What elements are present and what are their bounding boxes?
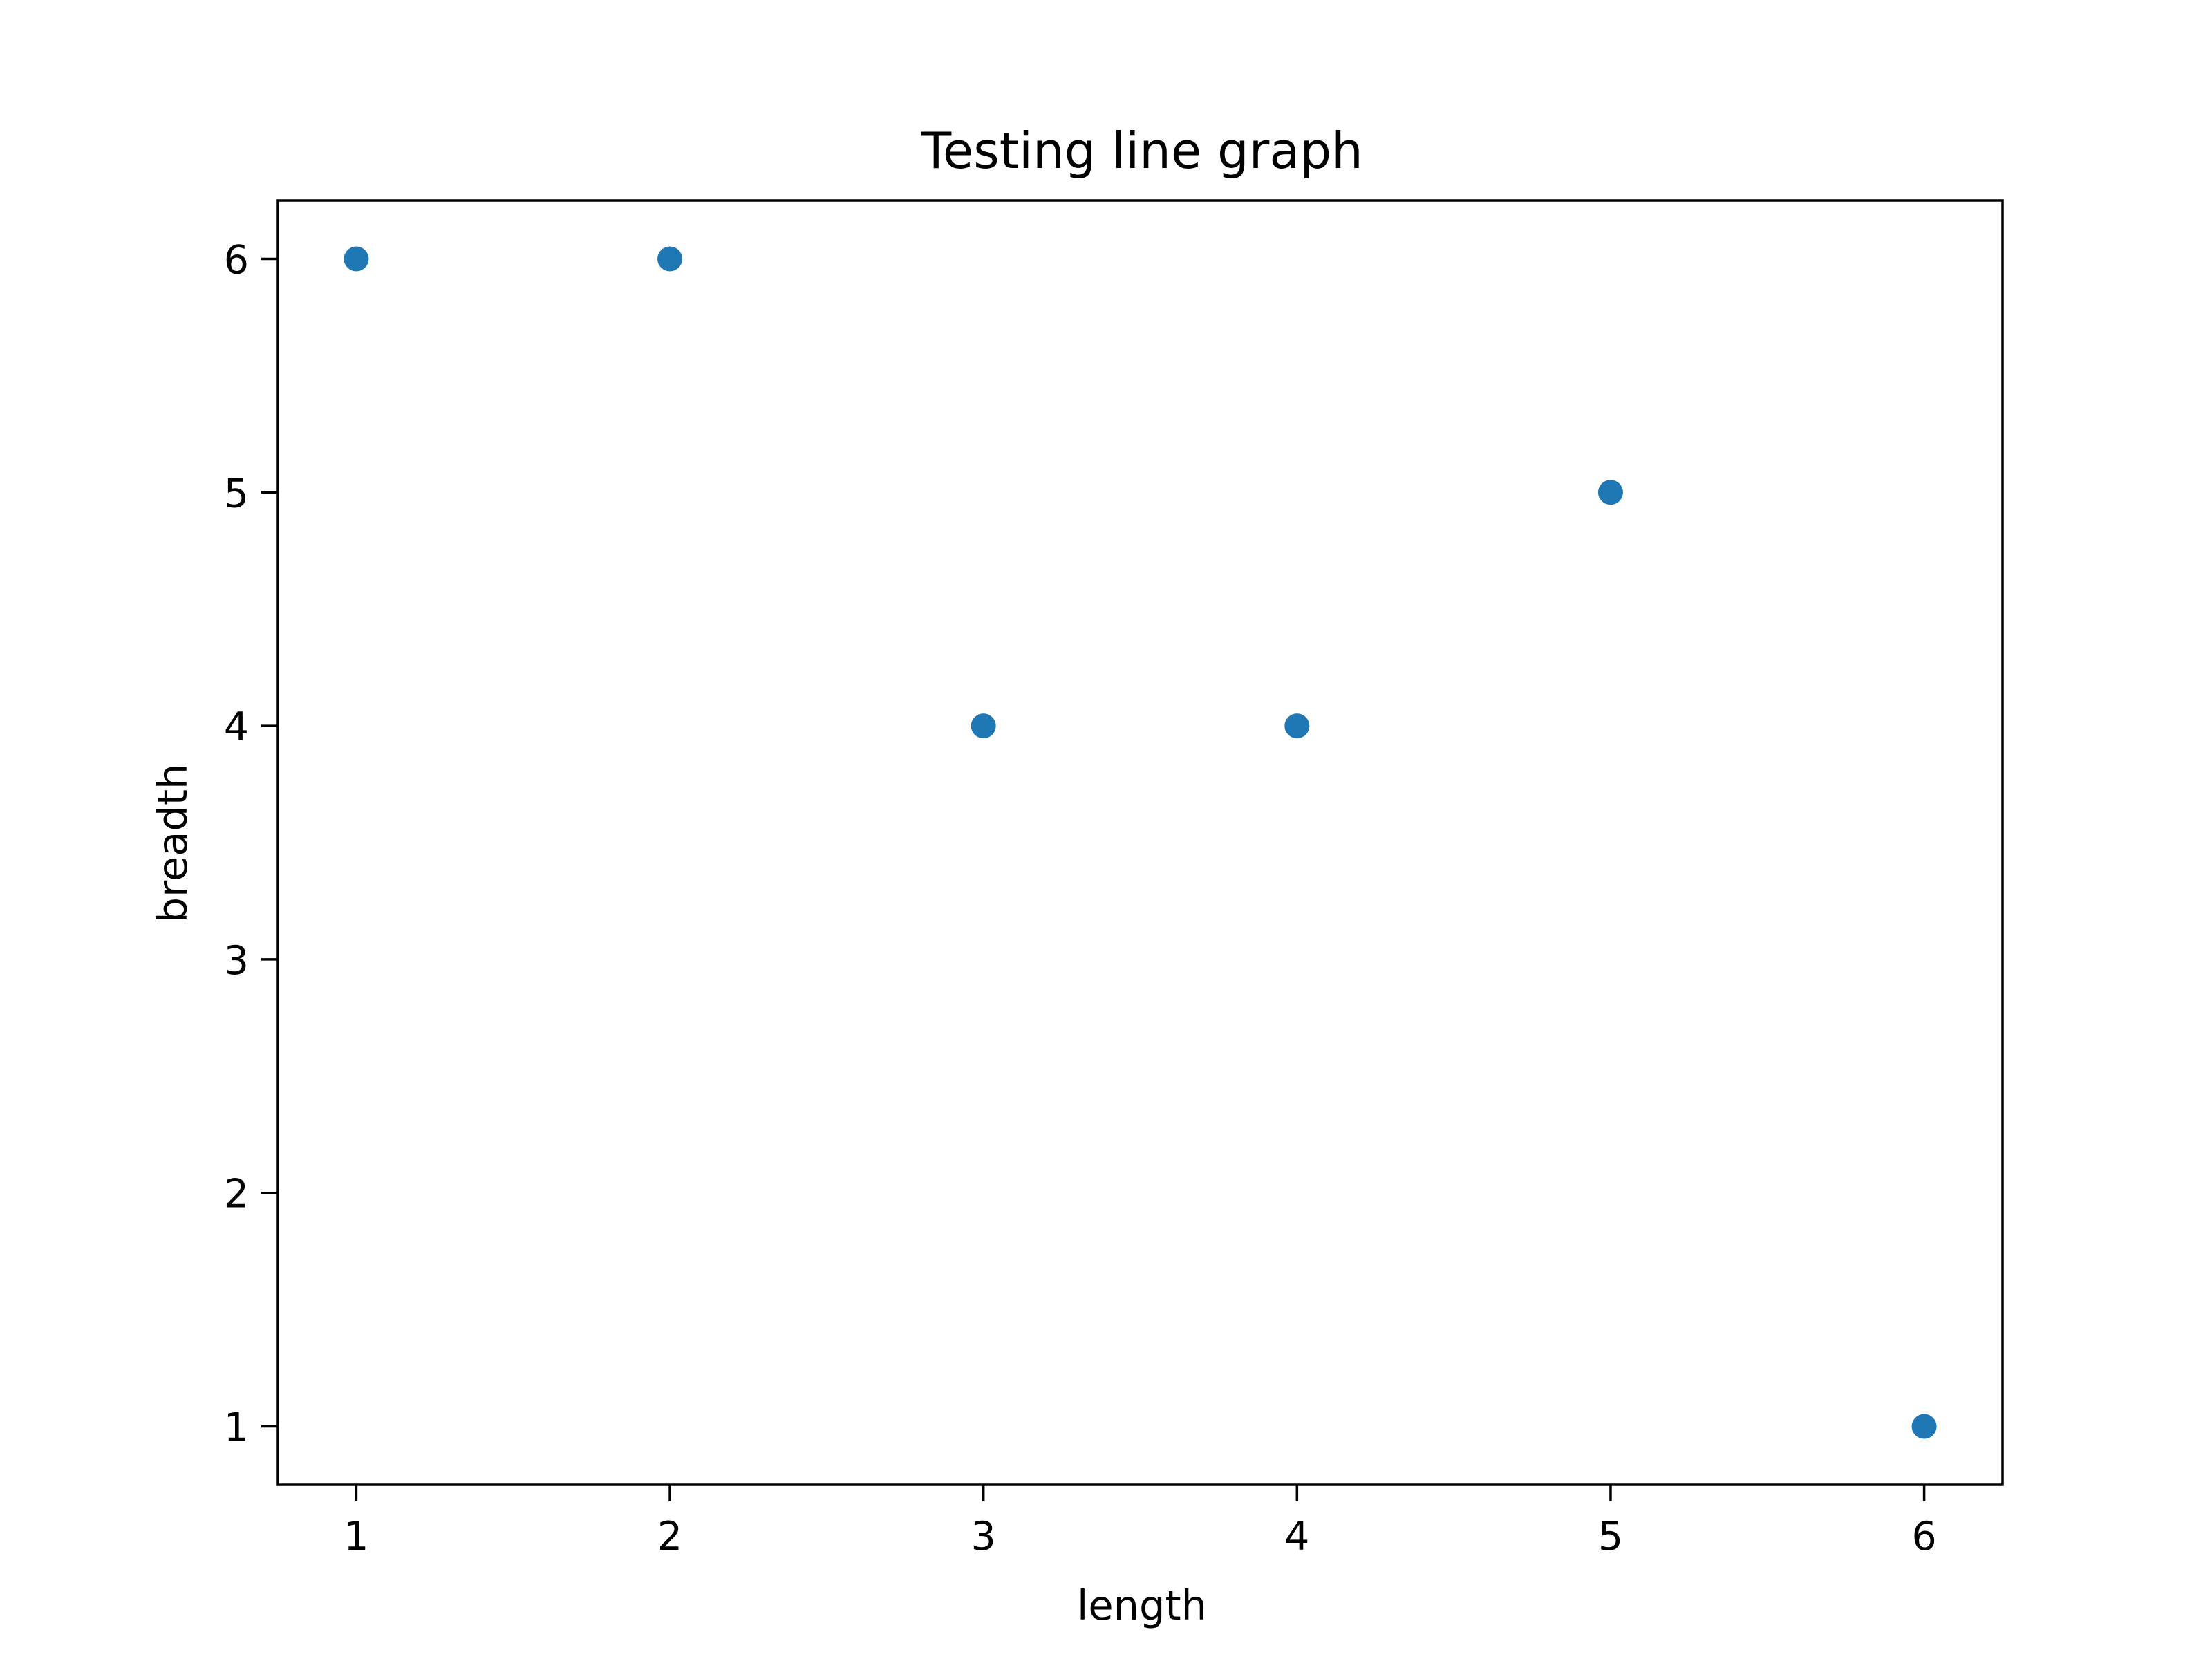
data-point <box>971 713 996 739</box>
x-tick-label: 3 <box>971 1514 996 1559</box>
y-tick-label: 3 <box>224 938 249 984</box>
x-axis-label: length <box>1077 1582 1207 1629</box>
x-tick-label: 5 <box>1598 1514 1623 1559</box>
plot-area <box>276 199 2004 1486</box>
y-tick-label: 5 <box>224 471 249 516</box>
x-tick-label: 6 <box>1911 1514 1936 1559</box>
y-axis-label: breadth <box>149 764 196 924</box>
data-point <box>344 246 369 272</box>
y-tick-label: 6 <box>224 237 249 283</box>
x-axis: 1 2 3 4 5 6 <box>344 1485 1937 1559</box>
y-tick-label: 1 <box>224 1405 249 1451</box>
data-point <box>1911 1414 1937 1439</box>
y-axis: 1 2 3 4 5 6 <box>224 237 278 1451</box>
x-tick-label: 4 <box>1284 1514 1309 1559</box>
data-point <box>1284 713 1310 739</box>
y-tick-label: 2 <box>224 1172 249 1217</box>
data-points <box>344 246 1937 1439</box>
x-tick-label: 2 <box>657 1514 682 1559</box>
axes-frame <box>276 199 2004 1486</box>
chart-title: Testing line graph <box>920 122 1363 180</box>
data-point <box>1597 480 1623 505</box>
x-tick-label: 1 <box>344 1514 368 1559</box>
data-point <box>657 246 683 272</box>
y-tick-label: 4 <box>224 704 249 750</box>
